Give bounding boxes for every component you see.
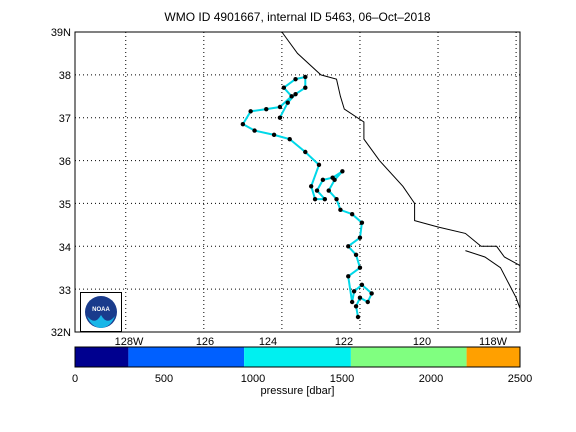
lat-tick-label: 34 <box>59 242 71 254</box>
profile-point <box>349 299 355 305</box>
colorbar-label: pressure [dbar] <box>260 385 335 397</box>
profile-point <box>308 184 314 189</box>
profile-point <box>359 220 365 225</box>
colorbar-segment <box>128 347 245 367</box>
map-title: WMO ID 4901667, internal ID 5463, 06–Oct… <box>164 10 431 24</box>
profile-point <box>359 282 365 288</box>
profile-point <box>287 136 292 142</box>
profile-point <box>277 104 283 110</box>
pressure-colorbar <box>75 347 520 367</box>
profile-point <box>346 244 351 249</box>
colorbar-tick-label: 1000 <box>241 373 265 385</box>
lat-tick-label: 32N <box>51 327 71 339</box>
profile-point <box>369 291 374 296</box>
coastline <box>281 31 521 267</box>
colorbar-tick-label: 500 <box>155 373 173 385</box>
profile-point <box>365 299 370 305</box>
profile-point <box>277 115 283 120</box>
national-border <box>465 250 521 309</box>
colorbar-frame <box>74 346 521 368</box>
lon-tick-label: 122 <box>335 336 353 348</box>
colorbar-segment <box>244 347 351 367</box>
lon-tick-label: 118W <box>479 336 508 348</box>
profile-point <box>357 235 363 240</box>
lat-tick-label: 39N <box>51 27 71 39</box>
profile-point <box>355 314 361 320</box>
profile-point <box>316 162 322 168</box>
colorbar-segment <box>75 347 129 367</box>
profile-point <box>271 132 277 138</box>
profile-point <box>357 295 363 300</box>
profile-point <box>322 196 328 202</box>
profile-point <box>349 211 355 217</box>
colorbar-segment <box>466 347 520 367</box>
profile-point <box>264 106 269 112</box>
profile-point <box>330 175 335 180</box>
profile-point <box>240 121 246 127</box>
profile-point <box>312 196 318 202</box>
colorbar-tick-label: 0 <box>72 373 78 385</box>
noaa-logo: NOAA <box>80 292 122 332</box>
lon-tick-label: 128W <box>115 336 144 348</box>
logo-text: NOAA <box>92 307 110 313</box>
lat-tick-label: 35 <box>59 199 71 211</box>
profile-point <box>353 252 359 258</box>
lon-tick-label: 120 <box>413 336 431 348</box>
profile-point <box>314 188 320 193</box>
profile-point <box>346 274 351 279</box>
profile-point <box>353 304 359 309</box>
lon-tick-label: 124 <box>259 336 277 348</box>
profile-point <box>326 188 331 193</box>
profile-point <box>248 109 253 114</box>
profile-point <box>303 149 308 155</box>
lat-tick-label: 33 <box>59 285 71 297</box>
profile-point <box>303 85 308 90</box>
profile-point <box>351 289 357 294</box>
profile-point <box>289 94 294 99</box>
profile-point <box>338 207 343 213</box>
profile-point <box>281 85 287 90</box>
profile-point <box>357 265 363 270</box>
profile-point <box>285 100 290 105</box>
colorbar-tick-label: 2000 <box>419 373 443 385</box>
profile-point <box>293 91 298 97</box>
logo-wave <box>87 315 115 328</box>
profile-point <box>252 128 257 133</box>
lat-tick-label: 36 <box>59 156 71 168</box>
lon-tick-label: 126 <box>196 336 214 348</box>
map-frame <box>74 31 521 333</box>
profile-point <box>320 177 326 183</box>
profile-point <box>303 74 308 80</box>
colorbar-tick-label: 2500 <box>508 373 532 385</box>
lat-tick-label: 38 <box>59 70 71 82</box>
lat-tick-label: 37 <box>59 113 71 125</box>
logo-disc <box>85 296 117 328</box>
colorbar-segment <box>350 347 467 367</box>
profile-positions <box>240 74 374 320</box>
profile-point <box>293 76 298 82</box>
profile-point <box>340 169 345 174</box>
profile-point <box>334 196 339 202</box>
colorbar-tick-label: 1500 <box>330 373 354 385</box>
